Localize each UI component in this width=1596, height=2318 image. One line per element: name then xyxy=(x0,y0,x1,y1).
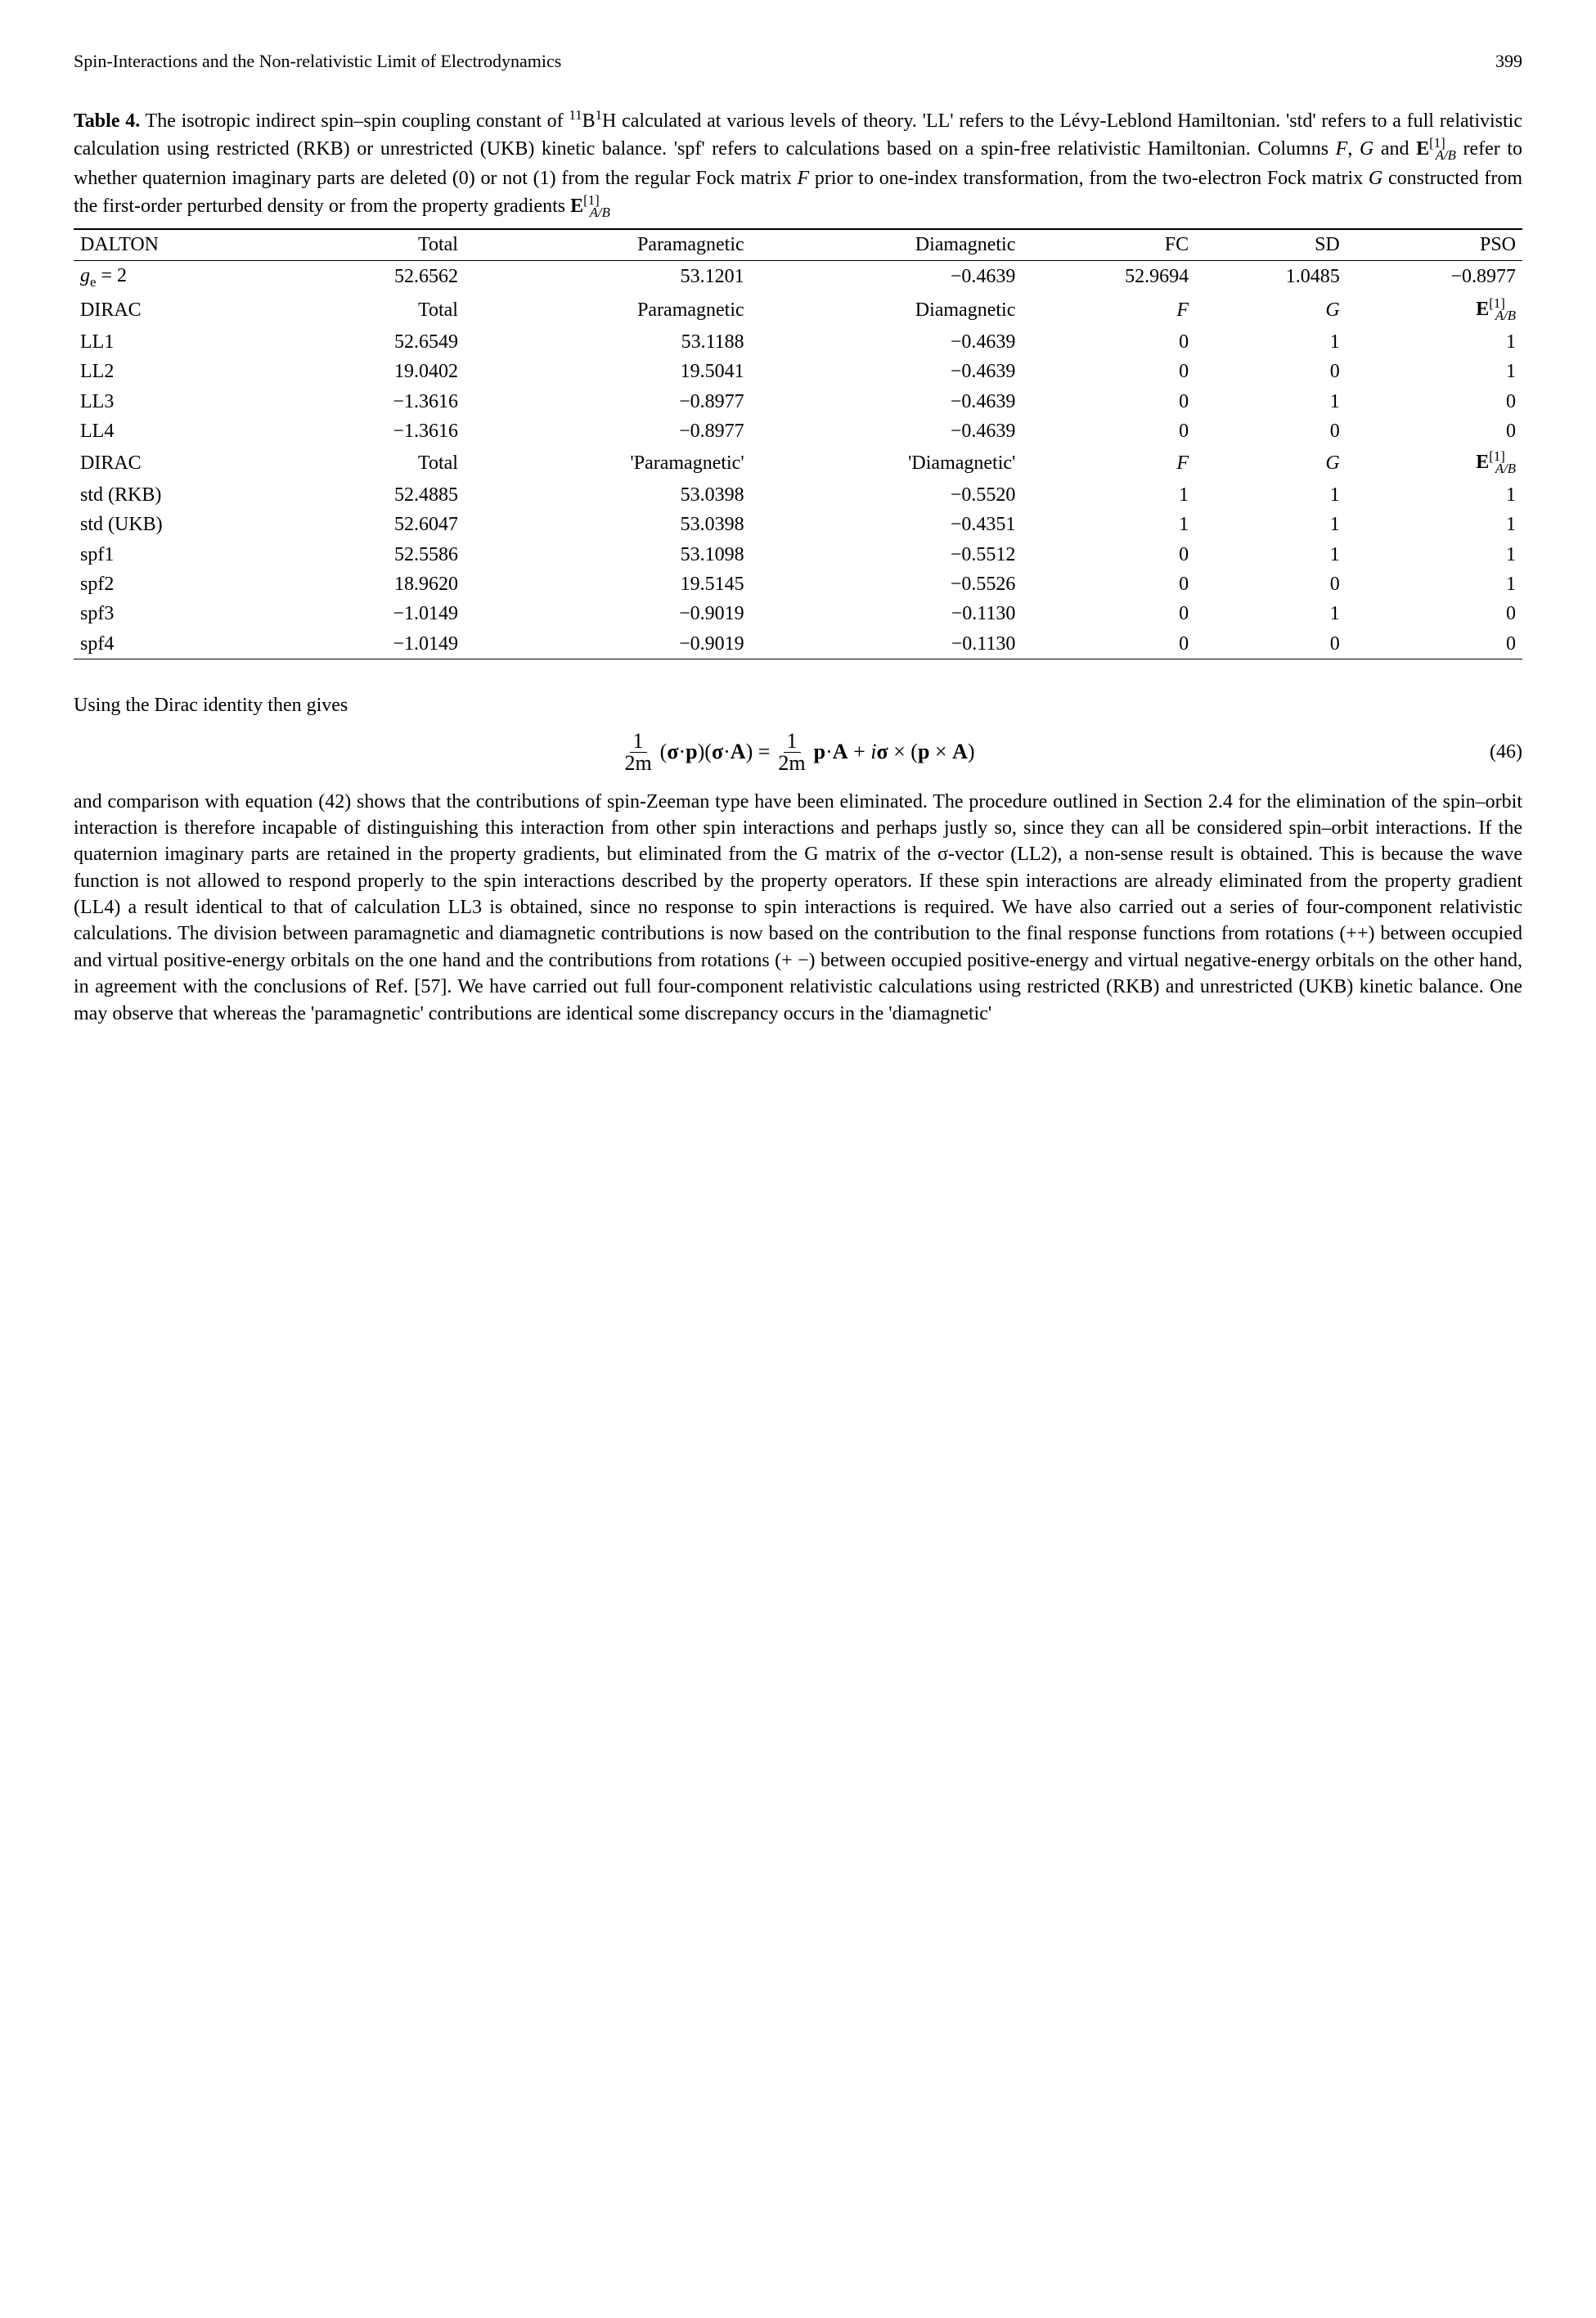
running-header: Spin-Interactions and the Non-relativist… xyxy=(74,49,1522,74)
table-row: std (RKB)52.488553.0398−0.5520111 xyxy=(74,480,1522,510)
table-row: std (UKB)52.604753.0398−0.4351111 xyxy=(74,510,1522,539)
coupling-table: DALTON Total Paramagnetic Diamagnetic FC… xyxy=(74,228,1522,659)
equation-46: 1 2m (σ·p)(σ·A) = 1 2m p·A + iσ × (p × A… xyxy=(74,731,1522,774)
equation-number: (46) xyxy=(1490,739,1522,765)
table-header-1: DALTON Total Paramagnetic Diamagnetic FC… xyxy=(74,229,1522,260)
table-row: spf218.962019.5145−0.5526001 xyxy=(74,569,1522,599)
body-intro: Using the Dirac identity then gives xyxy=(74,692,1522,718)
table-header-2: DIRAC Total Paramagnetic Diamagnetic F G… xyxy=(74,293,1522,326)
table-row: spf3−1.0149−0.9019−0.1130010 xyxy=(74,599,1522,628)
table-row: spf4−1.0149−0.9019−0.1130000 xyxy=(74,629,1522,659)
fraction: 1 2m xyxy=(621,731,654,774)
header-title: Spin-Interactions and the Non-relativist… xyxy=(74,49,561,74)
table-row: spf152.558653.1098−0.5512011 xyxy=(74,540,1522,569)
page-number: 399 xyxy=(1495,49,1522,74)
table-caption: Table 4. The isotropic indirect spin–spi… xyxy=(74,106,1522,223)
table-row: LL219.040219.5041−0.4639001 xyxy=(74,357,1522,386)
table-row: LL152.654953.1188−0.4639011 xyxy=(74,327,1522,357)
table-header-3: DIRAC Total 'Paramagnetic' 'Diamagnetic'… xyxy=(74,446,1522,479)
body-paragraph: and comparison with equation (42) shows … xyxy=(74,789,1522,1028)
table-row: LL3−1.3616−0.8977−0.4639010 xyxy=(74,387,1522,416)
table-row: LL4−1.3616−0.8977−0.4639000 xyxy=(74,416,1522,446)
table-label: Table 4. xyxy=(74,110,140,132)
fraction: 1 2m xyxy=(775,731,808,774)
table-row: ge = 2 52.6562 53.1201 −0.4639 52.9694 1… xyxy=(74,260,1522,293)
